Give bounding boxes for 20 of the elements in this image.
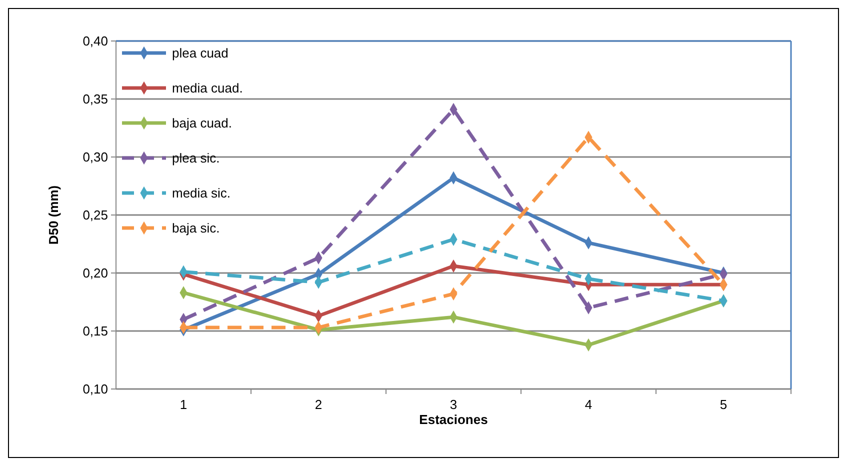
legend-label: media sic.	[172, 186, 231, 201]
legend-label: plea cuad	[172, 46, 228, 61]
legend-label: media cuad.	[172, 80, 243, 96]
legend-label: plea sic.	[172, 150, 220, 166]
y-tick-label: 0,10	[82, 382, 108, 397]
x-tick-label: 5	[720, 397, 728, 412]
y-axis-title: D50 (mm)	[46, 185, 61, 245]
x-tick-label: 2	[314, 397, 322, 412]
y-tick-label: 0,30	[82, 150, 108, 165]
y-tick-label: 0,35	[82, 92, 108, 107]
y-tick-label: 0,20	[82, 266, 108, 281]
x-tick-label: 4	[584, 397, 592, 412]
y-tick-label: 0,25	[82, 208, 108, 223]
legend-label: baja sic.	[172, 220, 220, 236]
x-axis-title: Estaciones	[419, 412, 488, 427]
x-tick-label: 3	[450, 397, 458, 412]
y-tick-label: 0,40	[82, 34, 108, 49]
y-tick-label: 0,15	[82, 324, 108, 339]
x-tick-label: 1	[180, 397, 188, 412]
legend-label: baja cuad.	[172, 116, 232, 131]
